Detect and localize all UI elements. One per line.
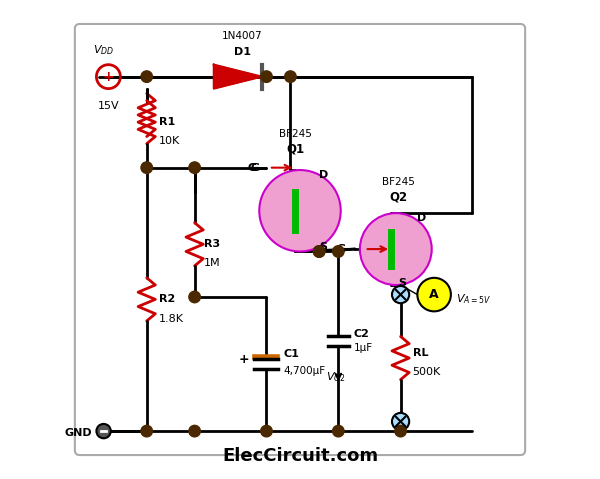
Text: R3: R3 <box>204 240 220 249</box>
Text: $V_{A=5V}$: $V_{A=5V}$ <box>455 293 491 306</box>
Text: R2: R2 <box>158 295 175 304</box>
Text: G: G <box>250 163 259 172</box>
Circle shape <box>313 246 325 257</box>
Text: $V_{C2}$: $V_{C2}$ <box>326 370 346 384</box>
Circle shape <box>392 413 409 430</box>
Text: D: D <box>319 170 328 180</box>
Circle shape <box>360 213 432 285</box>
Text: 1μF: 1μF <box>353 343 373 354</box>
Circle shape <box>418 278 451 311</box>
Text: A: A <box>430 288 439 301</box>
Circle shape <box>261 71 272 82</box>
Circle shape <box>313 246 325 257</box>
Text: Q2: Q2 <box>389 191 407 204</box>
Text: 500K: 500K <box>413 367 441 377</box>
Text: 15V: 15V <box>98 101 119 111</box>
Text: +: + <box>239 353 250 366</box>
Circle shape <box>141 162 152 173</box>
Circle shape <box>261 425 272 437</box>
Circle shape <box>259 170 341 251</box>
Text: D1: D1 <box>234 47 251 57</box>
Text: RL: RL <box>413 348 428 358</box>
Circle shape <box>332 246 344 257</box>
Circle shape <box>97 424 111 438</box>
Circle shape <box>189 425 200 437</box>
Circle shape <box>189 162 200 173</box>
Polygon shape <box>214 65 262 89</box>
Circle shape <box>392 286 409 303</box>
Text: D: D <box>418 213 427 223</box>
Text: BF245: BF245 <box>279 129 311 139</box>
Text: 1M: 1M <box>204 259 221 268</box>
Text: Q1: Q1 <box>286 143 304 156</box>
Text: G: G <box>248 163 257 172</box>
Text: $V_{DD}$: $V_{DD}$ <box>93 44 114 57</box>
Text: ElecCircuit.com: ElecCircuit.com <box>222 446 378 465</box>
Circle shape <box>395 425 406 437</box>
Circle shape <box>189 291 200 303</box>
Text: 10K: 10K <box>158 137 180 146</box>
Text: 1.8K: 1.8K <box>158 314 184 323</box>
Text: S: S <box>319 242 327 252</box>
Text: C1: C1 <box>283 350 299 359</box>
Circle shape <box>332 425 344 437</box>
Text: C2: C2 <box>353 329 370 339</box>
Circle shape <box>284 71 296 82</box>
Circle shape <box>141 425 152 437</box>
Circle shape <box>141 71 152 82</box>
Text: +: + <box>103 69 114 84</box>
Text: 1N4007: 1N4007 <box>222 31 263 41</box>
Text: 4,700μF: 4,700μF <box>283 366 325 376</box>
Text: GND: GND <box>64 429 92 438</box>
Text: S: S <box>398 278 406 288</box>
Text: G: G <box>337 244 346 254</box>
Text: R1: R1 <box>158 117 175 127</box>
Text: BF245: BF245 <box>382 177 415 187</box>
